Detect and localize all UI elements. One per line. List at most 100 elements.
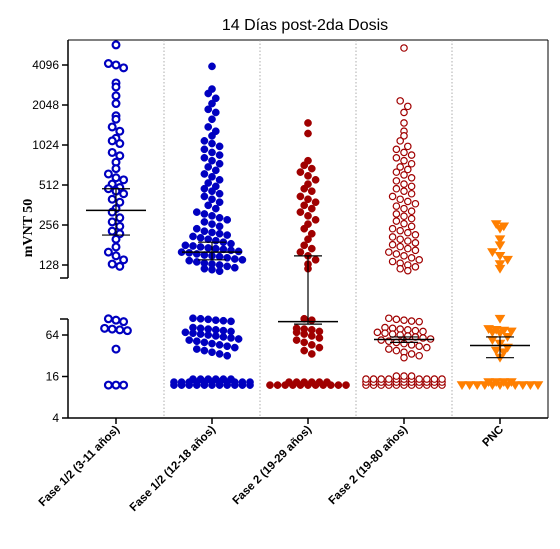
- data-point: [196, 375, 205, 383]
- data-point: [234, 335, 243, 343]
- data-point: [211, 166, 220, 175]
- data-point: [223, 215, 232, 224]
- data-point: [392, 372, 401, 380]
- data-point: [170, 378, 178, 386]
- data-point: [119, 189, 129, 199]
- data-point: [227, 375, 235, 383]
- data-point: [200, 184, 209, 193]
- data-point: [392, 346, 401, 355]
- data-point: [111, 242, 121, 252]
- data-point: [208, 62, 216, 71]
- data-point: [407, 317, 416, 325]
- data-point: [392, 177, 401, 185]
- data-point: [115, 126, 125, 136]
- data-point: [525, 381, 536, 391]
- data-point: [400, 156, 408, 165]
- data-point: [204, 89, 213, 98]
- data-point: [200, 153, 209, 162]
- data-point: [396, 264, 405, 273]
- data-point: [211, 236, 220, 245]
- data-point: [227, 334, 235, 342]
- data-point: [498, 378, 510, 388]
- data-point: [296, 208, 305, 216]
- data-point: [230, 263, 239, 272]
- data-point: [107, 259, 117, 269]
- data-point: [403, 142, 412, 151]
- data-point: [307, 350, 316, 358]
- data-point: [362, 375, 370, 383]
- data-point: [111, 251, 121, 261]
- data-point: [189, 232, 197, 241]
- data-point: [192, 224, 201, 233]
- data-point: [506, 378, 517, 388]
- data-point: [400, 148, 408, 157]
- data-point: [407, 214, 416, 223]
- data-point: [411, 263, 420, 271]
- data-point: [223, 262, 232, 271]
- data-point: [227, 239, 235, 248]
- data-point: [115, 213, 125, 223]
- data-point: [400, 132, 408, 140]
- data-point: [419, 327, 427, 336]
- data-point: [111, 164, 121, 174]
- data-point: [215, 159, 224, 168]
- data-point: [107, 136, 117, 146]
- data-point: [400, 204, 408, 213]
- data-point: [103, 247, 113, 257]
- data-point: [392, 250, 401, 258]
- data-point: [392, 202, 401, 210]
- x-tick-label: Fase 2 (19-80 años): [327, 424, 411, 508]
- data-point: [400, 212, 408, 221]
- data-point: [403, 237, 412, 245]
- data-point: [208, 131, 216, 140]
- data-point: [403, 244, 412, 253]
- data-point: [107, 194, 117, 204]
- data-point: [204, 375, 213, 383]
- data-point: [400, 108, 408, 117]
- data-point: [111, 380, 121, 390]
- data-point: [204, 244, 213, 252]
- data-point: [292, 336, 301, 344]
- data-point: [300, 201, 309, 210]
- data-point: [211, 204, 220, 213]
- data-point: [494, 329, 506, 339]
- data-point: [407, 182, 416, 191]
- y-tick-label: 4096: [32, 58, 59, 72]
- data-point: [300, 184, 309, 193]
- data-points: [100, 40, 544, 391]
- data-point: [532, 381, 544, 391]
- y-tick-label: 1024: [32, 138, 59, 152]
- data-point: [300, 330, 309, 338]
- data-point: [403, 326, 412, 334]
- data-point: [422, 375, 431, 383]
- data-point: [407, 151, 416, 159]
- data-point: [502, 255, 513, 265]
- data-point: [400, 252, 408, 260]
- data-point: [115, 325, 125, 335]
- data-point: [200, 170, 209, 178]
- data-point: [219, 375, 228, 383]
- data-point: [307, 316, 316, 325]
- data-point: [400, 372, 408, 380]
- data-point: [296, 248, 305, 256]
- data-point: [388, 233, 397, 241]
- data-point: [311, 215, 320, 224]
- data-point: [111, 40, 121, 50]
- data-point: [219, 333, 228, 341]
- data-point: [403, 197, 412, 206]
- data-point: [211, 316, 220, 325]
- data-point: [196, 330, 205, 338]
- data-point: [315, 343, 324, 352]
- data-point: [103, 169, 113, 179]
- data-point: [396, 163, 405, 171]
- data-point: [192, 345, 201, 353]
- data-point: [403, 228, 412, 237]
- data-point: [185, 336, 194, 344]
- data-point: [407, 174, 416, 182]
- data-point: [208, 220, 216, 228]
- data-point: [307, 341, 316, 349]
- data-point: [388, 224, 397, 233]
- data-point: [111, 173, 121, 183]
- data-point: [285, 378, 293, 386]
- x-tick-label: Fase 1/2 (3-11 años): [37, 424, 122, 509]
